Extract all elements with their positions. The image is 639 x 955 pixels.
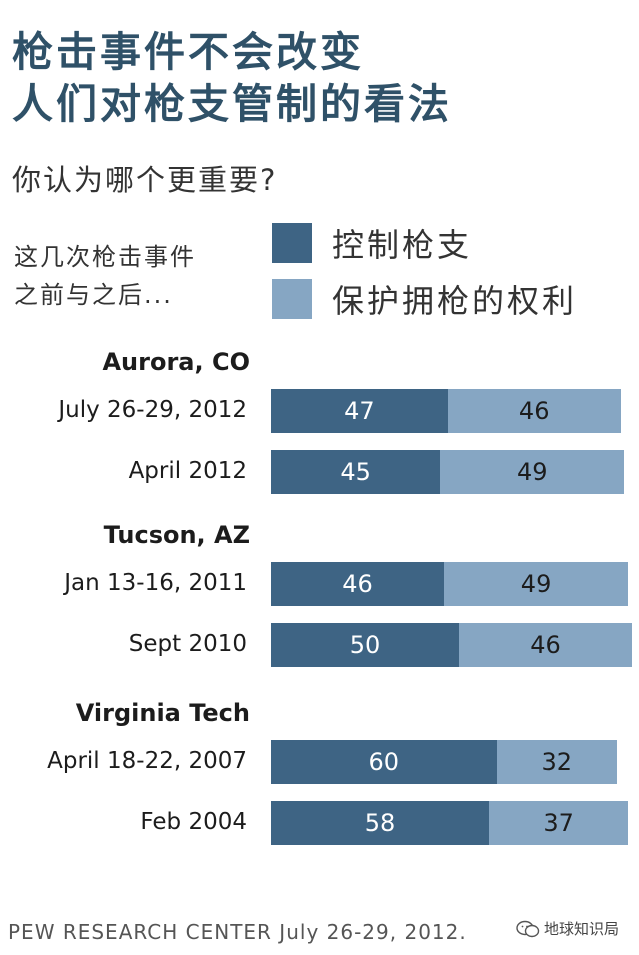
value-label-rights-feb-2004: 37 bbox=[543, 809, 574, 837]
title-line-1: 枪击事件不会改变 bbox=[12, 28, 364, 76]
group-label-virginia-tech: Virginia Tech bbox=[75, 699, 250, 727]
bar-rights-jan-13-16-2011: 49 bbox=[443, 562, 629, 606]
bar-control-july-26-29-2012: 47 bbox=[271, 389, 448, 433]
bar-rights-feb-2004: 37 bbox=[489, 801, 629, 845]
value-label-control-april-2012: 45 bbox=[340, 458, 371, 486]
timing-note: 这几次枪击事件 之前与之后... bbox=[14, 238, 196, 314]
wechat-icon bbox=[516, 920, 540, 937]
bar-rights-sept-2010: 46 bbox=[459, 623, 632, 667]
bar-control-sept-2010: 50 bbox=[271, 623, 459, 667]
bar-control-april-18-22-2007: 60 bbox=[271, 740, 497, 784]
legend-swatch-control bbox=[272, 223, 312, 263]
timing-line-2: 之前与之后... bbox=[14, 281, 173, 309]
value-label-control-sept-2010: 50 bbox=[349, 631, 381, 659]
group-label-aurora-co: Aurora, CO bbox=[102, 348, 250, 376]
legend-item-rights: 保护拥枪的权利 bbox=[272, 278, 577, 320]
bar-rights-april-2012: 49 bbox=[440, 450, 625, 494]
value-label-rights-jan-13-16-2011: 49 bbox=[520, 570, 552, 598]
bar-control-april-2012: 45 bbox=[271, 450, 441, 494]
legend-label-control: 控制枪支 bbox=[332, 226, 473, 264]
value-label-control-july-26-29-2012: 47 bbox=[344, 397, 375, 425]
chart-title: 枪击事件不会改变 人们对枪支管制的看法 bbox=[12, 26, 452, 130]
value-label-control-feb-2004: 58 bbox=[364, 809, 396, 837]
row-label-april-18-22-2007: April 18-22, 2007 bbox=[47, 748, 247, 774]
row-label-april-2012: April 2012 bbox=[128, 458, 247, 484]
bar-control-jan-13-16-2011: 46 bbox=[271, 562, 444, 606]
legend-item-control: 控制枪支 bbox=[272, 222, 472, 264]
timing-line-1: 这几次枪击事件 bbox=[14, 243, 196, 271]
value-label-rights-april-2012: 49 bbox=[517, 458, 548, 486]
row-label-jan-13-16-2011: Jan 13-16, 2011 bbox=[64, 570, 247, 596]
bar-rights-july-26-29-2012: 46 bbox=[447, 389, 621, 433]
value-label-rights-april-18-22-2007: 32 bbox=[541, 748, 573, 776]
value-label-rights-july-26-29-2012: 46 bbox=[518, 397, 550, 425]
value-label-rights-sept-2010: 46 bbox=[530, 631, 561, 659]
source-note: PEW RESEARCH CENTER July 26-29, 2012. bbox=[8, 920, 467, 944]
value-label-control-jan-13-16-2011: 46 bbox=[342, 570, 373, 598]
value-label-control-april-18-22-2007: 60 bbox=[368, 748, 400, 776]
row-label-july-26-29-2012: July 26-29, 2012 bbox=[58, 397, 247, 423]
row-label-feb-2004: Feb 2004 bbox=[140, 809, 247, 835]
watermark-label: 地球知识局 bbox=[544, 920, 620, 938]
bar-rights-april-18-22-2007: 32 bbox=[496, 740, 617, 784]
legend-label-rights: 保护拥枪的权利 bbox=[332, 282, 578, 320]
legend-swatch-rights bbox=[272, 279, 312, 319]
row-label-sept-2010: Sept 2010 bbox=[128, 631, 247, 657]
title-line-2: 人们对枪支管制的看法 bbox=[12, 80, 452, 128]
watermark: 地球知识局 bbox=[516, 918, 619, 939]
bar-control-feb-2004: 58 bbox=[271, 801, 490, 845]
group-label-tucson-az: Tucson, AZ bbox=[103, 521, 250, 549]
question-subtitle: 你认为哪个更重要? bbox=[12, 163, 278, 197]
